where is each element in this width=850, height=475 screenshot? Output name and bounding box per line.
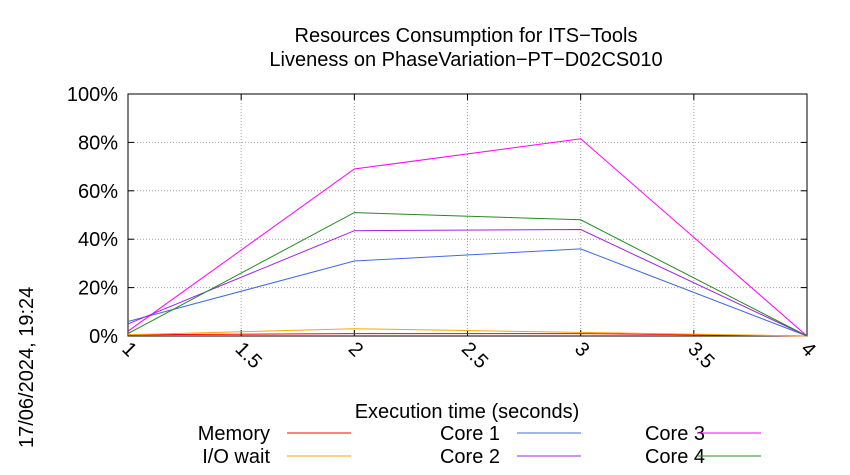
legend-label-i-o-wait: I/O wait [202,446,270,468]
x-tick-label: 4 [796,338,819,361]
x-axis-label: Execution time (seconds) [355,401,580,423]
series-line-memory [127,333,808,337]
grid [127,93,808,337]
x-tick-label: 2.5 [457,338,492,373]
x-tick-label: 2 [344,338,367,361]
x-axis: 1 1.5 2 2.5 3 3.5 4 [117,94,820,373]
y-tick-label: 20% [78,278,118,300]
chart-title: Resources Consumption for ITS−Tools [295,25,638,47]
x-tick-label: 1 [117,338,140,361]
x-tick-label: 1.5 [231,338,266,373]
series-line-core-1 [127,248,808,337]
series-line-core-4 [127,212,808,337]
y-axis: 0% 20% 40% 60% 80% 100% [67,84,807,348]
x-tick-label: 3.5 [683,338,718,373]
legend-label-core-4: Core 4 [645,446,705,468]
y-tick-label: 60% [78,181,118,203]
legend-label-memory: Memory [198,423,270,445]
series-lines [127,138,808,337]
y-tick-label: 0% [89,326,118,348]
chart-subtitle: Liveness on PhaseVariation−PT−D02CS010 [269,49,662,71]
y-tick-label: 40% [78,229,118,251]
legend-label-core-1: Core 1 [440,423,500,445]
y-tick-label: 80% [78,132,118,154]
y-tick-label: 100% [67,84,118,106]
legend-label-core-3: Core 3 [645,423,705,445]
series-line-core-3 [127,138,808,337]
series-line-i-o-wait [127,328,808,337]
series-line-core-2 [127,228,808,337]
legend-label-core-2: Core 2 [440,446,500,468]
x-tick-label: 3 [570,338,593,361]
timestamp: 17/06/2024, 19:24 [16,287,38,448]
